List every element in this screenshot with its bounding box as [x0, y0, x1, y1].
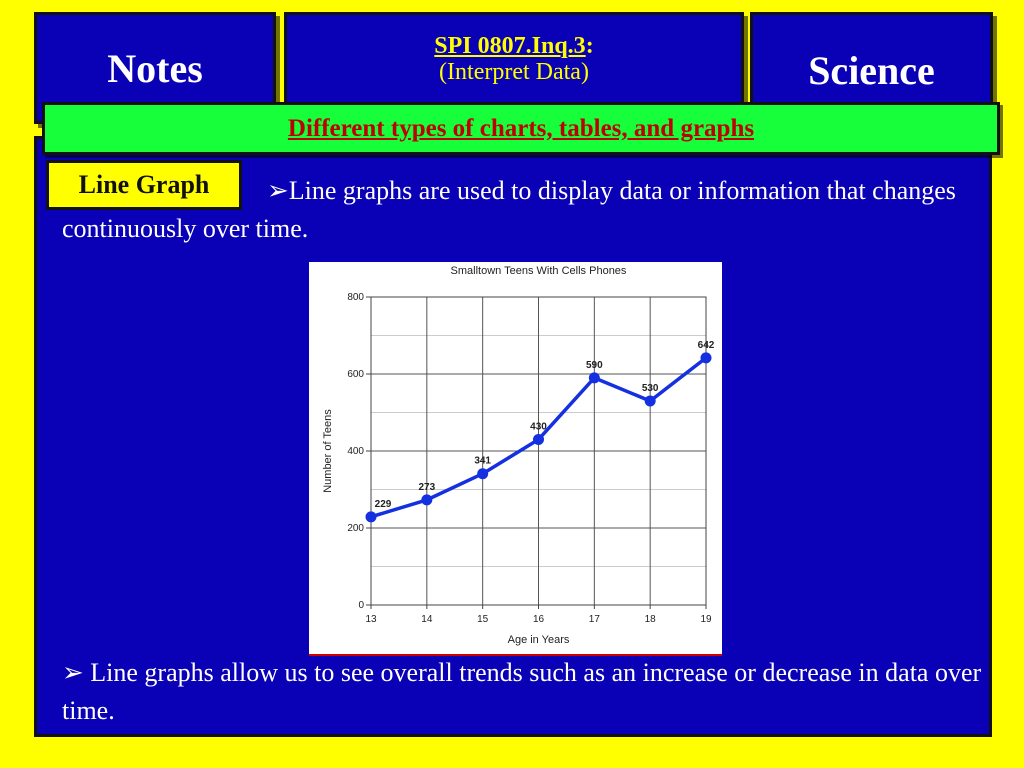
- y-tick-label: 200: [347, 523, 364, 534]
- x-tick-label: 14: [421, 614, 433, 625]
- science-title: Science: [808, 48, 935, 93]
- data-point: [533, 433, 544, 445]
- x-tick-label: 17: [589, 614, 601, 625]
- y-tick-label: 800: [347, 292, 364, 303]
- x-axis-title: Age in Years: [508, 634, 570, 646]
- standard-code-colon: :: [585, 33, 594, 59]
- standard-code: SPI 0807.Inq.3:: [287, 33, 741, 60]
- x-tick-label: 13: [365, 614, 377, 625]
- standard-subtitle: (Interpret Data): [439, 59, 589, 85]
- bullet-line-graph-definition: ➢Line graphs are used to display data or…: [62, 176, 956, 243]
- topic-banner-text: Different types of charts, tables, and g…: [287, 115, 755, 142]
- topic-banner: Different types of charts, tables, and g…: [42, 102, 1000, 155]
- chart-title: Smalltown Teens With Cells Phones: [451, 265, 627, 277]
- y-tick-label: 600: [347, 369, 364, 380]
- data-label: 530: [642, 383, 659, 394]
- y-tick-label: 0: [358, 600, 364, 611]
- line-chart: Smalltown Teens With Cells Phones 0 200 400…: [309, 262, 722, 656]
- section-label: Line Graph: [46, 160, 242, 210]
- y-axis-title: Number of Teens: [322, 409, 334, 493]
- bullet-line-graph-trends: ➢ Line graphs allow us to see overall tr…: [62, 658, 982, 725]
- x-tick-label: 19: [700, 614, 712, 625]
- data-point: [588, 372, 600, 384]
- data-point: [365, 511, 377, 523]
- data-point: [477, 468, 489, 480]
- data-label: 642: [698, 340, 715, 351]
- data-label: 590: [586, 360, 603, 371]
- data-point: [421, 494, 433, 506]
- data-point: [644, 395, 656, 407]
- data-point: [700, 352, 712, 364]
- x-tick-label: 16: [533, 614, 545, 625]
- data-label: 273: [418, 482, 435, 493]
- x-tick-label: 18: [645, 614, 657, 625]
- data-label: 341: [474, 456, 491, 467]
- notes-title: Notes: [107, 46, 203, 91]
- line-chart-svg: Smalltown Teens With Cells Phones 0 200 400…: [322, 265, 715, 646]
- y-tick-label: 400: [347, 446, 364, 457]
- x-tick-label: 15: [477, 614, 489, 625]
- standard-code-link[interactable]: SPI 0807.Inq.3: [434, 33, 586, 59]
- data-label: 229: [375, 499, 392, 510]
- data-label: 430: [530, 421, 547, 432]
